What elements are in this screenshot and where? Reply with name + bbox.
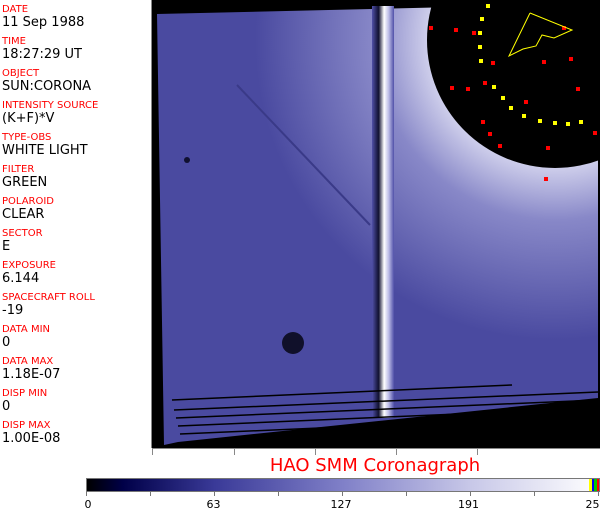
field-value: E [2, 239, 11, 254]
field-value: -19 [2, 303, 24, 318]
field-label: DISP MIN [2, 388, 48, 399]
field-date: DATE 11 Sep 1988 [2, 4, 84, 31]
colorbar-tick-label: 127 [330, 498, 352, 511]
field-disp-min: DISP MIN 0 [2, 388, 47, 415]
field-type-obs: TYPE-OBS WHITE LIGHT [2, 132, 88, 159]
field-value: WHITE LIGHT [2, 143, 88, 158]
axis-tick [152, 448, 153, 455]
field-label: TIME [2, 36, 27, 47]
colorbar-tick-label: 0 [84, 498, 92, 511]
colorbar-tick [534, 491, 535, 496]
axis-tick [234, 448, 235, 455]
plot-title: HAO SMM Coronagraph [269, 455, 481, 476]
axis-tick [396, 448, 397, 455]
coronagraph-image [152, 0, 600, 448]
field-value: SUN:CORONA [2, 79, 92, 94]
scan-lines [171, 384, 599, 435]
field-label: SECTOR [2, 228, 43, 239]
field-label: SPACECRAFT ROLL [2, 292, 95, 303]
colorbar-tick-label: 63 [206, 498, 221, 511]
field-label: FILTER [2, 164, 35, 175]
coronagraph-image-svg [157, 0, 600, 445]
diagonal-streak [236, 84, 371, 226]
colorbar-tick [406, 491, 407, 496]
header-info-panel: DATE 11 Sep 1988 TIME 18:27:29 UT OBJECT SUN:… [0, 0, 152, 448]
field-polaroid: POLAROID CLEAR [2, 196, 54, 223]
field-value: 6.144 [2, 271, 40, 286]
field-data-max: DATA MAX 1.18E-07 [2, 356, 60, 383]
colorbar-tick [214, 491, 215, 496]
field-label: DATA MAX [2, 356, 54, 367]
field-label: POLAROID [2, 196, 55, 207]
field-value: 18:27:29 UT [2, 47, 82, 62]
colorbar-tick-label: 255 [585, 498, 600, 511]
field-value: 0 [2, 335, 11, 350]
image-axis [152, 448, 600, 449]
occulter-disk [427, 0, 600, 168]
field-label: DATE [2, 4, 29, 15]
colorbar-tick-label: 191 [458, 498, 479, 511]
field-data-min: DATA MIN 0 [2, 324, 50, 351]
field-spacecraft-roll: SPACECRAFT ROLL -19 [2, 292, 95, 319]
field-value: 1.00E-08 [2, 431, 61, 446]
field-sector: SECTOR E [2, 228, 43, 255]
field-label: DISP MAX [2, 420, 51, 431]
orientation-marker [507, 12, 574, 58]
dark-spot [184, 157, 190, 163]
grid-markers-yellow [478, 4, 583, 126]
field-time: TIME 18:27:29 UT [2, 36, 82, 63]
dark-spot [282, 332, 304, 354]
grid-markers [429, 26, 597, 181]
colorbar [86, 478, 600, 492]
axis-tick [477, 448, 478, 455]
field-label: OBJECT [2, 68, 40, 79]
colorbar-tick [86, 491, 87, 496]
field-object: OBJECT SUN:CORONA [2, 68, 91, 95]
field-disp-max: DISP MAX 1.00E-08 [2, 420, 60, 447]
field-label: TYPE-OBS [2, 132, 52, 143]
colorbar-tick [342, 491, 343, 496]
field-value: GREEN [2, 175, 48, 190]
field-value: CLEAR [2, 207, 45, 222]
vertical-streak [372, 6, 394, 418]
field-label: EXPOSURE [2, 260, 57, 271]
field-label: INTENSITY SOURCE [2, 100, 99, 111]
field-exposure: EXPOSURE 6.144 [2, 260, 56, 287]
colorbar-tick [150, 491, 151, 496]
field-value: 1.18E-07 [2, 367, 61, 382]
field-label: DATA MIN [2, 324, 50, 335]
field-value: 0 [2, 399, 11, 414]
field-value: (K+F)*V [2, 111, 55, 126]
colorbar-end-colors [589, 479, 599, 491]
field-filter: FILTER GREEN [2, 164, 47, 191]
colorbar-tick [470, 491, 471, 496]
colorbar-tick [598, 491, 599, 496]
field-value: 11 Sep 1988 [2, 15, 85, 30]
field-intensity-source: INTENSITY SOURCE (K+F)*V [2, 100, 98, 127]
colorbar-tick [278, 491, 279, 496]
axis-tick [315, 448, 316, 455]
